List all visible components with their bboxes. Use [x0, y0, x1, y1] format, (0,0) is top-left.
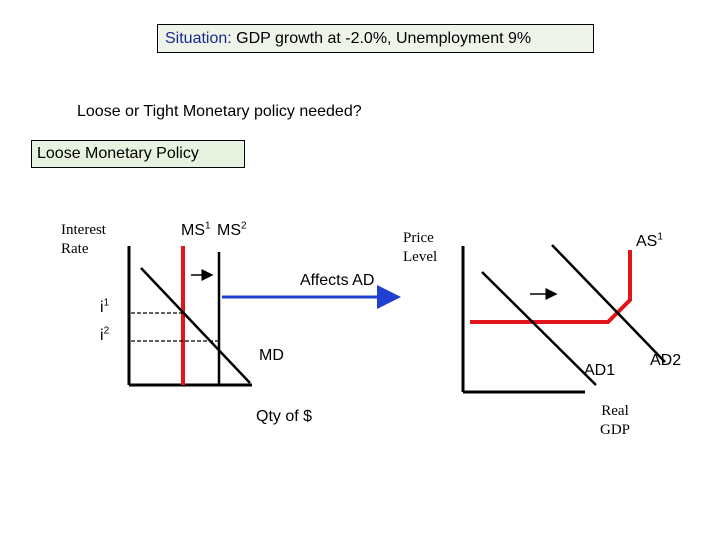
- ms2-label: MS2: [217, 220, 247, 239]
- ad1-curve: [481, 271, 597, 386]
- price-level-label-line1: Price: [403, 230, 434, 246]
- ad1-label: AD1: [584, 362, 616, 379]
- as1-label: AS1: [636, 231, 663, 250]
- affects-ad-label: Affects AD: [300, 272, 375, 289]
- price-level-axis-label: Price Level: [403, 229, 437, 267]
- i1-label: i1: [100, 297, 110, 316]
- situation-text: GDP growth at -2.0%, Unemployment 9%: [236, 30, 532, 47]
- real-gdp-label-line1: Real: [601, 403, 629, 419]
- interest-rate-label-line1: Interest: [61, 222, 106, 238]
- situation-box: Situation: GDP growth at -2.0%, Unemploy…: [157, 24, 594, 53]
- real-gdp-label-line2: GDP: [600, 422, 631, 438]
- policy-question: Loose or Tight Monetary policy needed?: [77, 103, 362, 120]
- as1-curve: [470, 250, 632, 324]
- money-market-axes: [127, 246, 252, 387]
- qty-of-money-axis-label: Qty of $: [256, 408, 313, 425]
- md-curve: [140, 267, 251, 384]
- ad2-curve: [551, 244, 666, 363]
- price-level-label-line2: Level: [403, 249, 438, 265]
- i2-label: i2: [100, 325, 110, 344]
- real-gdp-axis-label: Real GDP: [600, 402, 630, 440]
- ms-labels: MS1 MS2: [181, 220, 247, 240]
- md-label: MD: [259, 347, 284, 364]
- interest-rate-axis-label: Interest Rate: [61, 221, 106, 259]
- situation-label: Situation:: [165, 30, 232, 47]
- interest-rate-label-line2: Rate: [61, 241, 89, 257]
- policy-answer-box: Loose Monetary Policy: [31, 140, 245, 168]
- ad-as-axes: [461, 246, 585, 394]
- ms1-label: MS1: [181, 220, 211, 239]
